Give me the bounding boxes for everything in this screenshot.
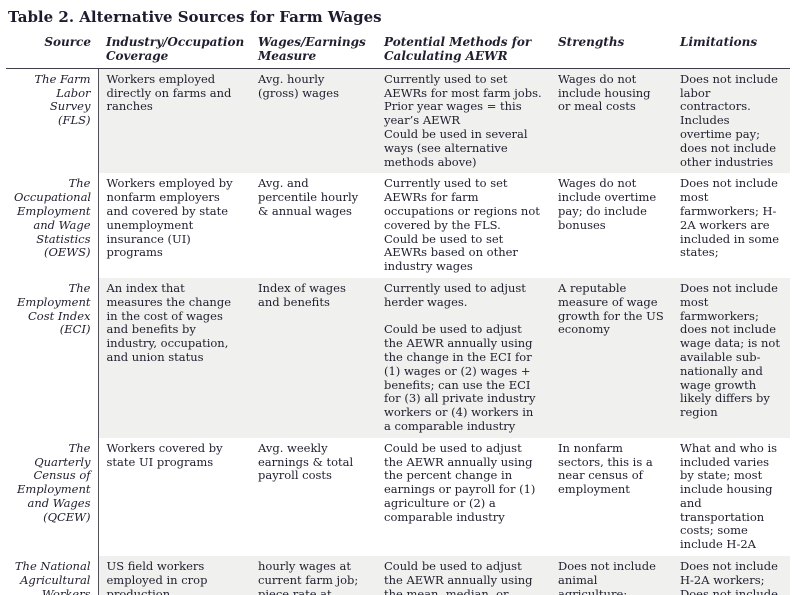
measure-cell: hourly wages at current farm job; piece … [250, 556, 376, 595]
coverage-cell: Workers employed directly on farms and r… [98, 68, 250, 174]
table-row-fls: The Farm Labor Survey (FLS) Workers empl… [6, 68, 790, 174]
source-cell: The Employment Cost Index (ECI) [6, 277, 99, 438]
limitations-cell: Does not include labor contractors. Incl… [672, 68, 790, 174]
table-row-eci: The Employment Cost Index (ECI) An index… [6, 277, 790, 438]
table-row-oews: The Occupational Employment and Wage Sta… [6, 173, 790, 278]
methods-cell: Currently used to set AEWRs for farm occ… [384, 176, 540, 274]
limitations-cell: Does not include most farmworkers; does … [672, 277, 790, 438]
column-header-measure: Wages/Earnings Measure [250, 33, 376, 69]
table-row-qcew: The Quarterly Census of Employment and W… [6, 437, 790, 557]
coverage-cell: US field workers employed in crop produc… [98, 556, 250, 595]
farm-wages-table: Source Industry/Occupation Coverage Wage… [6, 33, 790, 595]
column-header-coverage: Industry/Occupation Coverage [98, 33, 250, 69]
source-cell: The Quarterly Census of Employment and W… [6, 437, 99, 557]
column-header-methods: Potential Methods for Calculating AEWR [376, 33, 550, 69]
methods-cell: Could be used to adjust the AEWR annuall… [376, 556, 550, 595]
strengths-cell: Wages do not include housing or meal cos… [550, 68, 672, 174]
methods-cell: Could be used to adjust the AEWR annuall… [384, 440, 536, 524]
column-header-source: Source [6, 33, 98, 69]
measure-cell: Avg. and percentile hourly & annual wage… [258, 176, 359, 218]
table-body: The Farm Labor Survey (FLS) Workers empl… [6, 68, 790, 595]
measure-cell: Index of wages and benefits [250, 277, 376, 438]
methods-cell: Currently used to adjust herder wages. C… [376, 277, 550, 438]
strengths-cell: A reputable measure of wage growth for t… [550, 277, 672, 438]
coverage-cell: An index that measures the change in the… [98, 277, 250, 438]
column-header-limitations: Limitations [672, 33, 790, 69]
coverage-cell: Workers covered by state UI programs [106, 440, 223, 469]
table-title: Table 2. Alternative Sources for Farm Wa… [8, 8, 382, 26]
source-cell: The Occupational Employment and Wage Sta… [6, 173, 99, 278]
limitations-cell: Does not include most farmworkers; H-2A … [680, 176, 780, 260]
source-cell: The Farm Labor Survey (FLS) [6, 68, 99, 174]
header-row: Source Industry/Occupation Coverage Wage… [6, 33, 790, 69]
source-cell: The National Agricultural Workers Survey… [6, 556, 99, 595]
strengths-cell: Does not include animal agriculture; und… [550, 556, 672, 595]
table-header: Source Industry/Occupation Coverage Wage… [6, 33, 790, 69]
coverage-cell: Workers employed by nonfarm employers an… [106, 176, 233, 260]
strengths-cell: Wages do not include overtime pay; do in… [558, 176, 657, 232]
strengths-cell: In nonfarm sectors, this is a near censu… [558, 440, 653, 497]
measure-cell: Avg. hourly (gross) wages [250, 68, 376, 174]
limitations-cell: Does not include H-2A workers; Does not … [672, 556, 790, 595]
table-row-naws: The National Agricultural Workers Survey… [6, 556, 790, 595]
limitations-cell: What and who is included varies by state… [680, 440, 778, 552]
methods-cell: Currently used to set AEWRs for most far… [376, 68, 550, 174]
measure-cell: Avg. weekly earnings & total payroll cos… [258, 440, 354, 483]
column-header-strengths: Strengths [550, 33, 672, 69]
